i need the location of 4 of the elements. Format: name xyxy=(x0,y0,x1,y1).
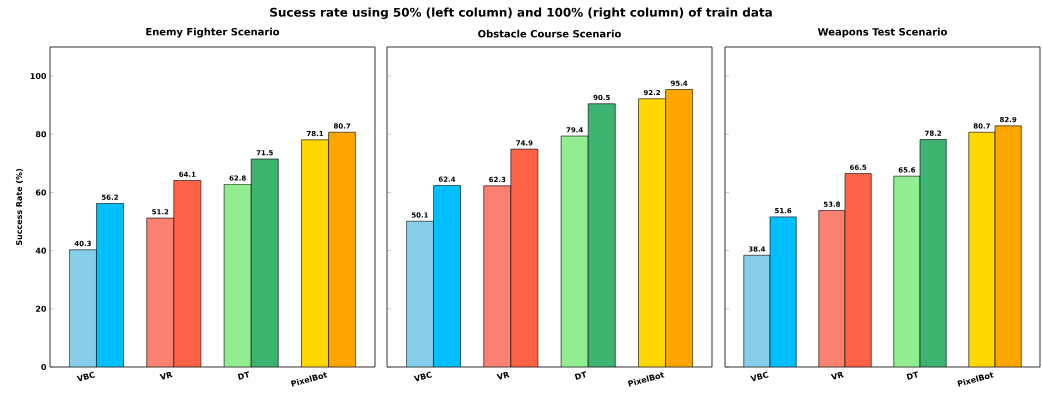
text: Sucess rate using 50% (left column) and 100% (right column) of train data xyxy=(270,7,772,20)
chart-title: Enemy Fighter Scenario xyxy=(146,27,280,38)
chart-title: Obstacle Course Scenario xyxy=(478,29,621,38)
chart-title: Weapons Test Scenario xyxy=(817,27,947,38)
